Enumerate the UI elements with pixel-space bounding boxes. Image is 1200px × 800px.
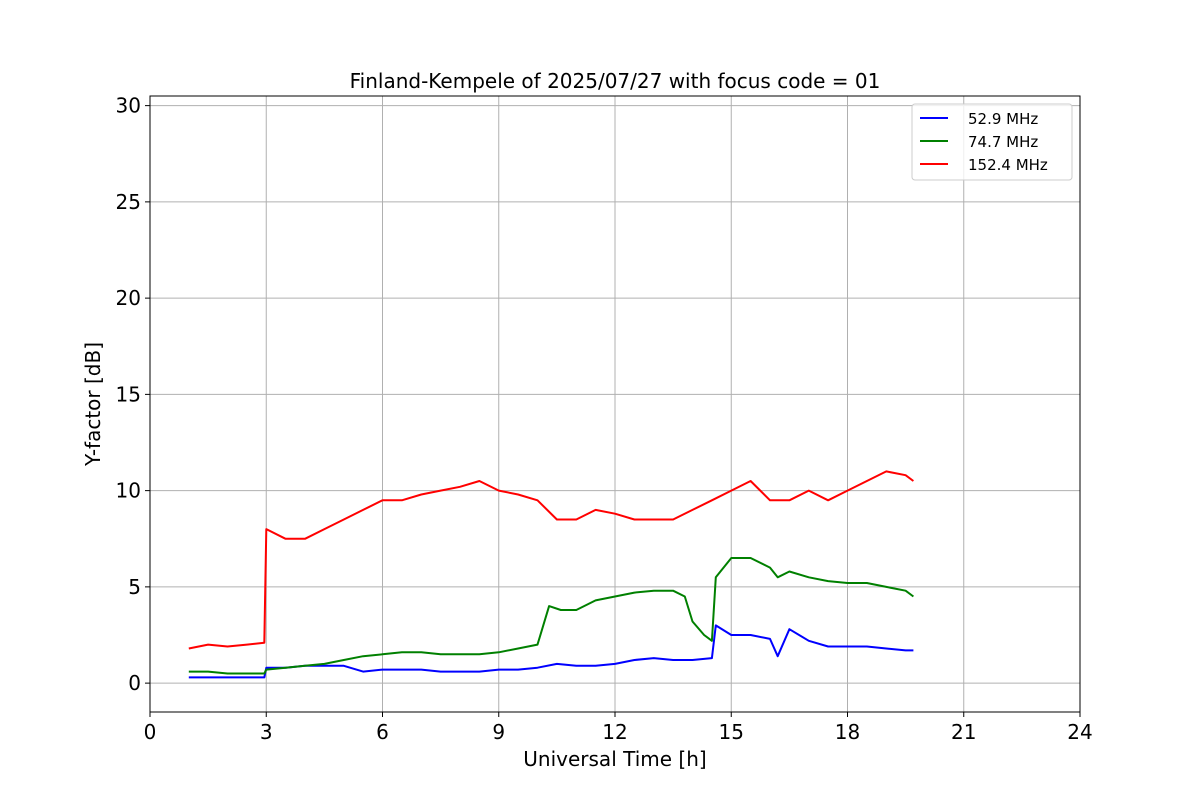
x-tick-label: 9	[492, 720, 505, 744]
legend: 52.9 MHz 74.7 MHz 152.4 MHz	[911, 103, 1073, 181]
x-axis-label: Universal Time [h]	[523, 747, 706, 771]
legend-label: 52.9 MHz	[968, 110, 1038, 128]
y-tick-label: 15	[116, 382, 141, 406]
y-tick-label: 5	[128, 575, 141, 599]
axis-ticks: 0 3 6 9 12 15 18 21 24 0 5 10 15 20 25 30	[116, 94, 1093, 744]
y-tick-label: 0	[128, 671, 141, 695]
x-tick-label: 3	[260, 720, 273, 744]
x-tick-label: 12	[602, 720, 627, 744]
y-axis-label: Y-factor [dB]	[81, 342, 105, 467]
x-tick-label: 24	[1067, 720, 1092, 744]
x-tick-label: 6	[376, 720, 389, 744]
y-tick-label: 25	[116, 190, 141, 214]
legend-box	[911, 103, 1073, 181]
legend-label: 152.4 MHz	[968, 156, 1048, 174]
series-line-74-7-mhz	[188, 557, 914, 675]
legend-label: 74.7 MHz	[968, 133, 1038, 151]
x-tick-label: 15	[719, 720, 744, 744]
y-tick-label: 30	[116, 94, 141, 118]
y-tick-label: 10	[116, 479, 141, 503]
x-tick-label: 0	[144, 720, 157, 744]
series-layer	[188, 470, 914, 679]
chart-title: Finland-Kempele of 2025/07/27 with focus…	[350, 69, 881, 93]
x-tick-label: 21	[951, 720, 976, 744]
series-line-152-4-mhz	[188, 470, 914, 650]
y-tick-label: 20	[116, 286, 141, 310]
x-tick-label: 18	[835, 720, 860, 744]
